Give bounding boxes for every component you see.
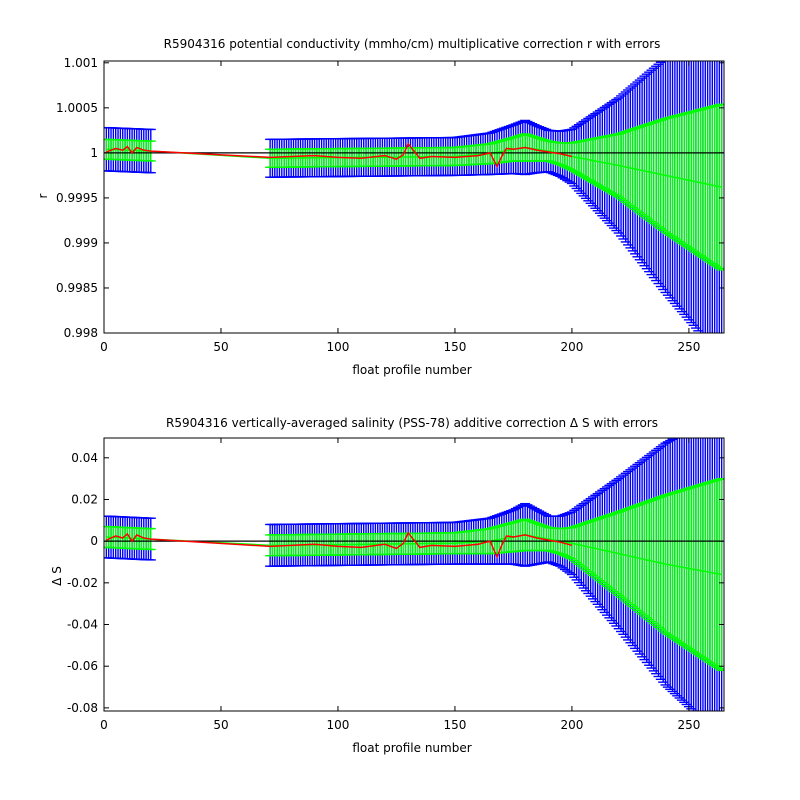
x-tick-label: 200 <box>560 718 583 732</box>
axes-frame <box>103 60 725 334</box>
data-layer <box>104 61 724 333</box>
x-tick-label: 150 <box>443 340 466 354</box>
x-tick-label: 0 <box>100 718 108 732</box>
chart-title: R5904316 vertically-averaged salinity (P… <box>166 416 658 430</box>
x-axis-label: float profile number <box>352 741 471 755</box>
y-tick-label: 0.02 <box>71 492 98 506</box>
y-axis-label: Δ S <box>50 566 64 586</box>
y-tick-label: -0.02 <box>67 576 98 590</box>
y-tick-label: 0.999 <box>64 236 98 250</box>
y-tick-label: 0.9985 <box>56 281 98 295</box>
chart-title: R5904316 potential conductivity (mmho/cm… <box>164 37 661 51</box>
correction-series-line <box>106 142 573 169</box>
x-tick-label: 150 <box>443 718 466 732</box>
x-tick-label: 250 <box>677 718 700 732</box>
plot-area: 0 50 100 150 200 250 -0.08 -0.06 -0.04 -0.02 0 0.02… <box>67 437 725 732</box>
x-tick-label: 50 <box>213 340 228 354</box>
y-tick-label: 1.0005 <box>56 101 98 115</box>
x-axis-label: float profile number <box>352 363 471 377</box>
y-tick-label: -0.08 <box>67 701 98 715</box>
y-tick-label: -0.06 <box>67 659 98 673</box>
x-tick-label: 200 <box>560 340 583 354</box>
x-tick-label: 250 <box>677 340 700 354</box>
y-tick-label: 1.001 <box>64 56 98 70</box>
plot-area: 0 50 100 150 200 250 0.998 0.9985 0.999 0.9995 1 1.… <box>56 56 725 354</box>
axes-frame <box>103 437 725 712</box>
x-tick-label: 100 <box>327 718 350 732</box>
data-layer <box>104 438 724 711</box>
x-tick-label: 100 <box>327 340 350 354</box>
y-axis-label: r <box>36 193 50 198</box>
y-tick-label: 1 <box>90 146 98 160</box>
conductivity-correction-panel: R5904316 potential conductivity (mmho/cm… <box>36 37 725 377</box>
y-tick-label: 0.998 <box>64 326 98 340</box>
y-tick-label: 0.9995 <box>56 191 98 205</box>
y-tick-label: 0.04 <box>71 451 98 465</box>
correction-series-line <box>106 531 573 559</box>
x-tick-label: 0 <box>100 340 108 354</box>
y-tick-label: 0 <box>90 534 98 548</box>
salinity-correction-panel: R5904316 vertically-averaged salinity (P… <box>50 416 725 755</box>
y-tick-label: -0.04 <box>67 618 98 632</box>
x-tick-label: 50 <box>213 718 228 732</box>
